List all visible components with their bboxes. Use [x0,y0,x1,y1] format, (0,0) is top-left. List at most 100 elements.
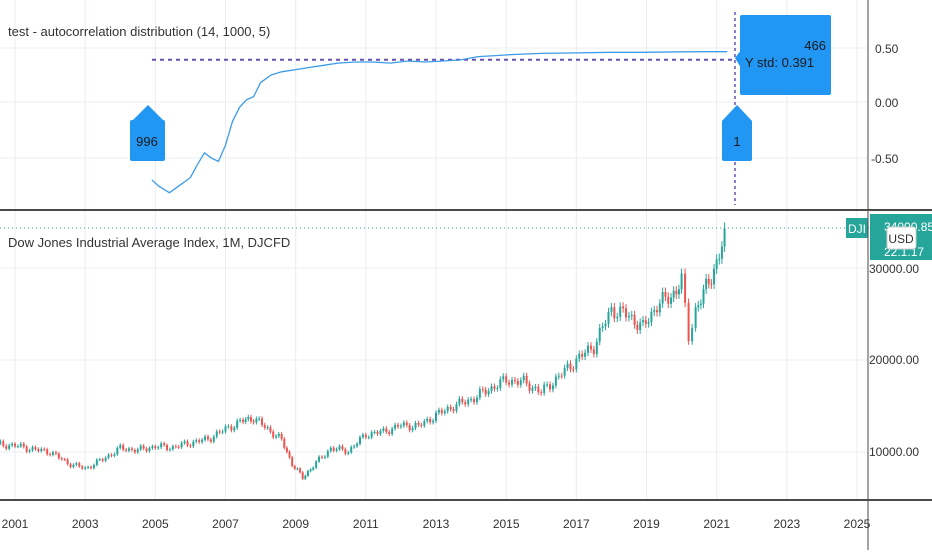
candle-body [133,449,136,453]
x-tick-2025: 2025 [844,517,871,531]
candle-body [209,439,212,442]
candle-body [610,307,613,312]
candle-body [163,443,166,446]
candle-body [347,452,350,454]
candle-body [309,469,312,472]
candle-body [323,456,326,458]
candle-body [116,447,119,455]
candle-body [125,449,128,451]
candle-body [549,384,552,390]
candle-body [684,273,687,303]
candle-body [399,425,402,427]
candle-body [519,380,522,385]
candle-body [394,424,397,429]
candle-body [40,448,43,452]
candle-body [249,417,252,422]
currency-button-bg[interactable] [886,226,917,250]
candle-body [616,316,619,319]
candle-body [212,436,215,442]
candle-body [715,259,718,269]
std-label-text: Y std: 0.391 [745,55,814,70]
autocorrelation-series-line [151,51,728,194]
currency-button[interactable]: USD [886,226,917,250]
candle-body [705,278,708,290]
currency-button-label[interactable]: USD [888,232,914,246]
candle-body [136,449,139,453]
candle-body [69,464,72,468]
candle-body [166,445,169,450]
x-tick-2003: 2003 [72,517,99,531]
candle-body [356,443,359,447]
main-y-tick-20000: 20000.00 [869,353,919,367]
candle-body [376,432,379,434]
candle-body [473,399,476,403]
candle-body [702,289,705,304]
candle-body [513,379,516,382]
candle-body [293,466,296,469]
candle-body [78,463,81,467]
candle-body [192,441,195,447]
candle-body [280,433,283,439]
candle-body [516,381,519,385]
candle-body [396,424,399,427]
candle-body [481,389,484,391]
candle-body [11,443,14,446]
candle-body [128,448,131,451]
top-y-tick-050: 0.50 [875,42,899,56]
candle-body [25,446,28,452]
candle-body [230,426,233,431]
label-996-arrow [132,105,164,121]
candle-body [493,386,496,389]
candle-body [656,310,659,313]
candle-body [443,411,446,414]
candle-body [332,447,335,451]
label-1-arrow [722,105,752,121]
x-tick-2009: 2009 [282,517,309,531]
candle-body [107,454,110,458]
label-1-marker: 1 [722,105,752,161]
candle-body [572,369,575,371]
candle-body [66,459,69,465]
candle-body [627,315,630,318]
candle-body [350,447,353,453]
candle-body [633,314,636,325]
candle-body [195,440,198,442]
candle-body [19,443,22,447]
candle-body [601,326,604,328]
candle-body [449,406,452,410]
candle-body [402,422,405,426]
candle-body [269,427,272,432]
candle-body [452,409,455,411]
candle-body [379,430,382,434]
candle-body [157,447,160,449]
candle-body [437,410,440,413]
candle-body [385,428,388,433]
x-tick-2023: 2023 [773,517,800,531]
candle-body [625,308,628,318]
x-axis-labels: 2001 2003 2005 2007 2009 2011 2013 2015 2017 2019… [2,517,871,531]
candle-body [525,375,528,384]
candle-body [260,418,263,425]
candle-body [57,453,60,459]
candle-body [578,353,581,359]
candle-body [275,436,278,438]
candle-body [560,375,563,377]
candle-body [414,422,417,428]
candle-body [458,398,461,405]
candle-body [239,419,242,421]
candle-body [697,305,700,308]
main-title: Dow Jones Industrial Average Index, 1M, … [8,235,290,250]
symbol-tag-text: DJI [848,222,866,236]
candle-body [0,441,2,444]
candle-body [658,303,661,313]
candle-body [554,376,557,386]
candle-body [329,447,332,452]
candle-body [508,382,511,385]
candle-body [283,438,286,448]
candle-body [233,427,236,431]
candle-body [72,464,75,468]
x-tick-2005: 2005 [142,517,169,531]
candle-body [619,306,622,317]
candle-body [148,448,151,452]
candle-body [92,465,95,469]
